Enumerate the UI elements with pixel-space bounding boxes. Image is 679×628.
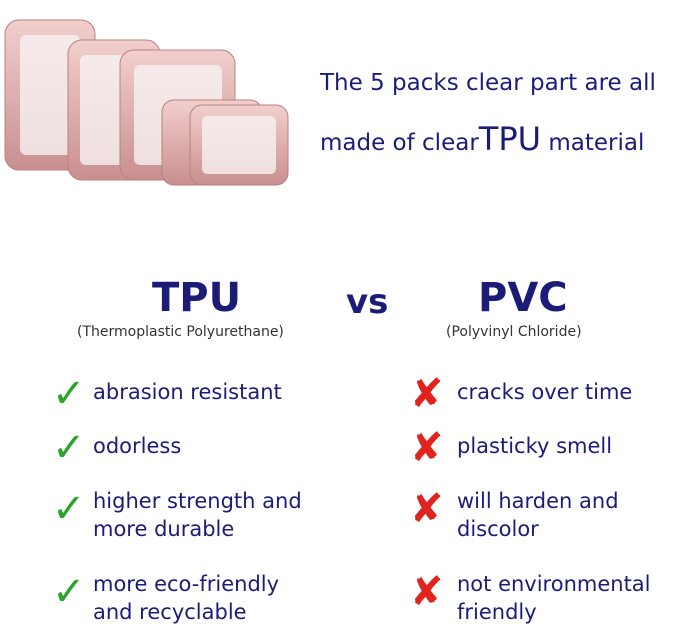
check-icon: ✓ [52, 486, 86, 532]
pvc-drawback: not environmental friendly [457, 570, 651, 626]
intro-line-2: made of clearTPU material [320, 120, 644, 158]
intro-emphasis: TPU [478, 120, 542, 158]
intro-line-1: The 5 packs clear part are all [320, 70, 656, 96]
tpu-feature: more eco-friendly and recyclable [93, 570, 279, 626]
tpu-title: TPU [152, 275, 242, 321]
feature-text-line: and recyclable [93, 600, 247, 624]
pvc-subtitle: (Polyvinyl Chloride) [446, 324, 582, 340]
vs-label: vs [346, 282, 389, 322]
feature-text-line: not environmental [457, 572, 651, 596]
feature-text-line: discolor [457, 517, 539, 541]
tpu-subtitle: (Thermoplastic Polyurethane) [77, 324, 284, 340]
feature-text-line: cracks over time [457, 380, 633, 404]
tpu-feature: odorless [93, 432, 181, 460]
feature-text-line: more durable [93, 517, 235, 541]
cross-icon: ✘ [410, 425, 444, 471]
feature-text-line: odorless [93, 434, 182, 458]
feature-text-line: will harden and [457, 489, 619, 513]
cross-icon: ✘ [410, 486, 444, 532]
pvc-drawback: will harden and discolor [457, 487, 619, 543]
feature-text-line: abrasion resistant [93, 380, 282, 404]
check-icon: ✓ [52, 569, 86, 615]
intro-prefix: made of clear [320, 130, 479, 156]
pvc-title: PVC [478, 275, 568, 321]
pvc-drawback: cracks over time [457, 378, 632, 406]
pvc-drawback: plasticky smell [457, 432, 612, 460]
intro-suffix: material [548, 130, 645, 156]
cross-icon: ✘ [410, 371, 444, 417]
feature-text-line: more eco-friendly [93, 572, 280, 596]
feature-text-line: higher strength and [93, 489, 302, 513]
feature-text-line: friendly [457, 600, 537, 624]
cross-icon: ✘ [410, 569, 444, 615]
tpu-feature: higher strength and more durable [93, 487, 302, 543]
feature-text-line: plasticky smell [457, 434, 613, 458]
cosmetic-bags-image [4, 19, 289, 186]
check-icon: ✓ [52, 425, 86, 471]
tpu-feature: abrasion resistant [93, 378, 282, 406]
check-icon: ✓ [52, 371, 86, 417]
